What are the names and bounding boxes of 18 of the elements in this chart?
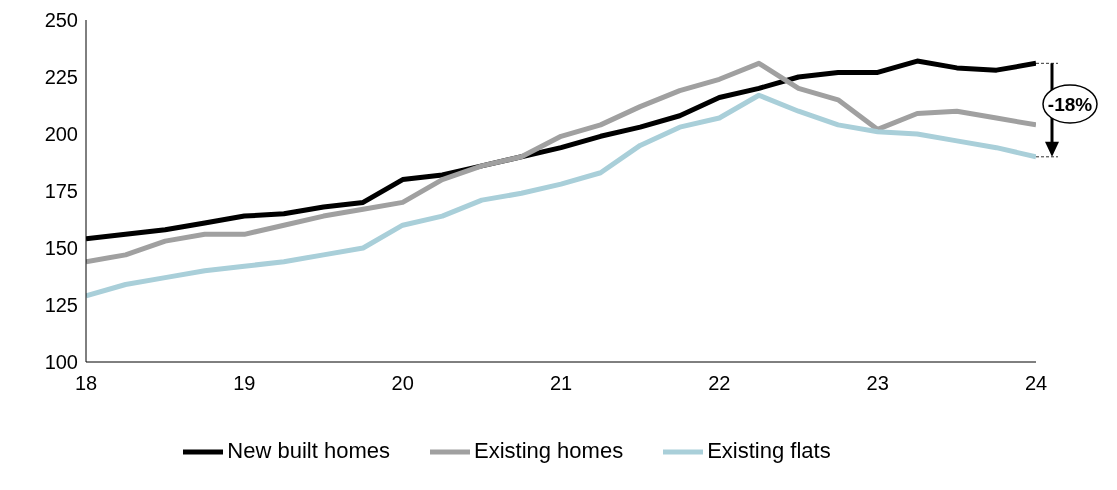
x-tick-label: 20 (391, 372, 414, 395)
y-tick-label: 100 (44, 351, 78, 374)
y-tick-label: 125 (44, 294, 78, 317)
y-tick-label: 250 (44, 9, 78, 32)
text: -18% (1047, 94, 1093, 116)
legend-label: Existing flats (707, 437, 831, 463)
x-tick-label: 22 (708, 372, 731, 395)
y-tick-label: 200 (44, 123, 78, 146)
x-tick-label: 23 (866, 372, 889, 395)
legend-label: Existing homes (473, 437, 624, 463)
x-tick-label: 18 (74, 372, 98, 395)
x-tick-label: 19 (233, 372, 256, 395)
y-tick-label: 225 (44, 66, 78, 89)
legend-label: New built homes (227, 437, 390, 463)
x-tick-label: 21 (549, 372, 573, 395)
x-tick-label: 24 (1024, 372, 1048, 395)
y-tick-label: 150 (44, 237, 78, 260)
y-tick-label: 175 (44, 180, 78, 203)
